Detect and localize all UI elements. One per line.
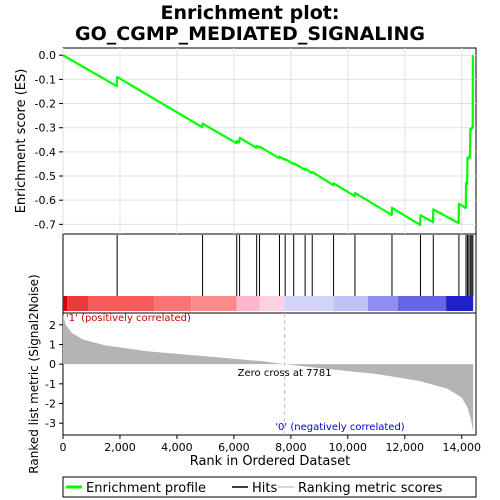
x-tick-label: 6,000	[218, 441, 250, 454]
x-axis-label: Rank in Ordered Dataset	[190, 454, 351, 469]
heatmap-segment	[191, 296, 237, 311]
heatmap-segment	[446, 296, 474, 311]
metric-tick-label: -3	[45, 417, 56, 430]
metric-tick-label: -1	[45, 378, 56, 391]
x-tick-label: 14,000	[443, 441, 482, 454]
es-tick-label: -0.5	[35, 170, 56, 183]
es-panel-frame	[62, 47, 477, 235]
chart-title-line-2: GO_CGMP_MEDIATED_SIGNALING	[75, 23, 425, 45]
legend-enrichment-label: Enrichment profile	[86, 481, 206, 496]
chart-title-line-1: Enrichment plot:	[161, 2, 340, 24]
es-tick-label: -0.1	[35, 73, 56, 86]
heatmap-segment	[283, 296, 334, 311]
metric-y-axis-label: Ranked list metric (Signal2Noise)	[27, 274, 41, 473]
es-y-axis-label: Enrichment score (ES)	[14, 69, 29, 214]
x-tick-label: 12,000	[386, 441, 425, 454]
heatmap-segment	[88, 296, 155, 311]
es-tick-label: -0.6	[35, 194, 56, 207]
rank-heatmap-bar	[63, 296, 474, 311]
x-tick-label: 4,000	[161, 441, 193, 454]
hit-marks	[116, 235, 474, 296]
heatmap-segment	[367, 296, 398, 311]
enrichment-profile-line	[62, 54, 474, 226]
heatmap-segment	[397, 296, 447, 311]
heatmap-segment	[154, 296, 192, 311]
negative-correlation-label: '0' (negatively correlated)	[275, 422, 404, 433]
x-tick-label: 10,000	[329, 441, 368, 454]
heatmap-segment	[333, 296, 368, 311]
es-tick-label: -0.3	[35, 122, 56, 135]
zero-cross-label: Zero cross at 7781	[238, 368, 332, 379]
x-tick-label: 0	[60, 441, 67, 454]
legend-box	[62, 476, 477, 498]
x-tick-label: 2,000	[104, 441, 136, 454]
heatmap-segment	[63, 296, 68, 311]
es-tick-label: -0.2	[35, 98, 56, 111]
x-tick-label: 8,000	[275, 441, 307, 454]
heatmap-segment	[236, 296, 260, 311]
x-axis-ticks: 0 2,000 4,000 6,000 8,000 10,000 12,000 14,000	[60, 435, 482, 454]
legend-metric-label: Ranking metric scores	[298, 481, 443, 496]
positive-correlation-label: '1' (positively correlated)	[66, 313, 191, 324]
metric-tick-label: -2	[45, 398, 56, 411]
es-tick-label: -0.4	[35, 146, 56, 159]
es-tick-label: -0.7	[35, 218, 56, 231]
metric-tick-label: 1	[49, 338, 56, 351]
es-gridlines	[62, 48, 476, 234]
es-line-group	[62, 54, 474, 226]
es-axis-ticks: 0.0 -0.1 -0.2 -0.3 -0.4 -0.5 -0.6 -0.7	[35, 49, 63, 231]
heatmap-segment	[259, 296, 284, 311]
legend-hits-label: Hits	[252, 481, 277, 496]
metric-tick-label: 2	[49, 319, 56, 332]
ranking-metric-area	[63, 313, 474, 435]
metric-tick-label: 0	[49, 358, 56, 371]
heatmap-segment	[67, 296, 89, 311]
metric-axis-ticks: 2 1 0 -1 -2 -3	[45, 319, 63, 430]
ranking-metric-fill	[63, 314, 474, 433]
es-tick-label: 0.0	[39, 49, 57, 62]
